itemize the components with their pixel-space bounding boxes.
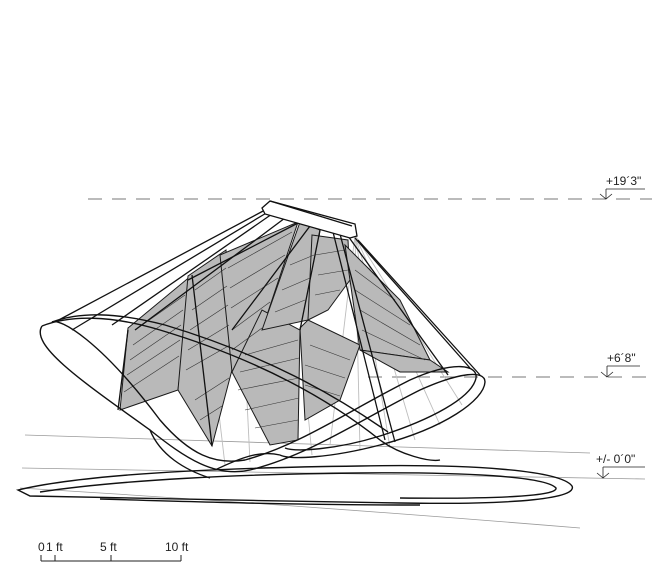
- ground-lines: [19, 434, 646, 529]
- level-label-ground: +/- 0´0": [596, 452, 635, 466]
- level-label-mid: +6´8": [607, 351, 636, 365]
- level-marker-ground: +/- 0´0": [596, 452, 645, 479]
- rocker-frame: [39, 314, 486, 479]
- level-marker-mid: +6´8": [600, 351, 640, 378]
- scale-label-0: 0: [38, 540, 45, 554]
- scale-label-10ft: 10 ft: [165, 540, 189, 554]
- level-marker-top: +19´3": [599, 174, 645, 200]
- scale-label-1ft: 1 ft: [46, 540, 63, 554]
- scale-bar: 0 1 ft 5 ft 10 ft: [38, 540, 189, 562]
- base-ring: [15, 464, 574, 506]
- panel-hatching: [123, 231, 426, 429]
- canopy-ribs: [54, 209, 481, 447]
- crown-ring: [261, 200, 358, 239]
- scale-label-5ft: 5 ft: [100, 540, 117, 554]
- level-label-top: +19´3": [606, 174, 641, 188]
